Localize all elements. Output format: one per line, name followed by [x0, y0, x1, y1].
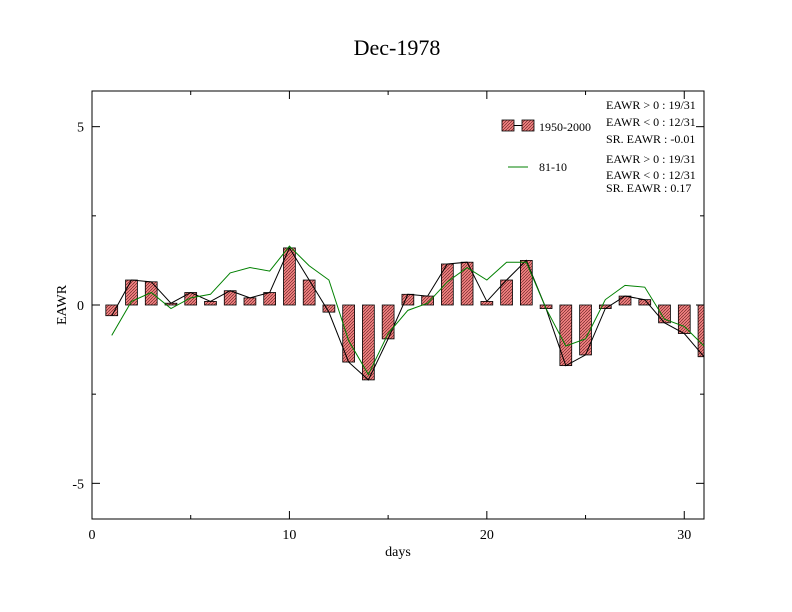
legend-label-81-10: 81-10 [539, 160, 567, 174]
x-tick-label-20: 20 [480, 528, 494, 543]
bar-day-30 [677, 304, 691, 334]
bar-day-19 [460, 261, 474, 306]
stat-negative-count: EAWR < 0 : 12/31 [606, 168, 696, 182]
bar-day-9 [263, 292, 277, 306]
stat-negative-count: EAWR < 0 : 12/31 [606, 115, 696, 129]
bar-day-8 [243, 297, 257, 306]
bar-day-13 [342, 304, 355, 363]
x-tick-label-0: 0 [89, 528, 96, 543]
bar-day-31 [697, 304, 705, 358]
series-line-81-10 [111, 245, 705, 376]
bar-series-connector-line [111, 246, 705, 381]
chart-title: Dec-1978 [354, 35, 441, 60]
bar-day-3 [144, 281, 158, 306]
stat-positive-count: EAWR > 0 : 19/31 [606, 98, 696, 112]
x-tick-label-30: 30 [677, 528, 691, 543]
legend-label-1950-2000: 1950-2000 [539, 120, 591, 134]
legend-bar-swatch-right [521, 119, 535, 132]
bar-series-1950-2000 [105, 246, 705, 381]
stats-block-81-10: EAWR > 0 : 19/31 EAWR < 0 : 12/31 SR. EA… [606, 152, 696, 195]
x-tick-label-10: 10 [282, 528, 296, 543]
y-tick-label--5: -5 [72, 477, 84, 492]
axes: 0 10 20 30 5 0 -5 [72, 91, 704, 543]
legend: 1950-2000 81-10 [501, 119, 591, 174]
bar-day-11 [302, 279, 316, 306]
stats-block-1950-2000: EAWR > 0 : 19/31 EAWR < 0 : 12/31 SR. EA… [606, 98, 696, 146]
bar-day-1 [105, 304, 119, 317]
bar-day-24 [559, 304, 573, 367]
line-series-81-10 [111, 245, 705, 376]
bar-day-29 [658, 304, 671, 324]
bar-day-22 [520, 260, 533, 306]
y-tick-label-5: 5 [77, 121, 84, 136]
bar-day-27 [618, 295, 632, 306]
stat-sr-eawr: SR. EAWR : 0.17 [606, 181, 691, 195]
legend-bar-swatch-left [501, 119, 515, 132]
y-axis-label: EAWR [55, 284, 70, 325]
stat-positive-count: EAWR > 0 : 19/31 [606, 152, 696, 166]
y-tick-label-0: 0 [77, 299, 84, 314]
stat-sr-eawr: SR. EAWR : -0.01 [606, 132, 695, 146]
bar-day-21 [500, 279, 513, 306]
bar-day-14 [362, 304, 375, 381]
x-axis-label: days [385, 545, 411, 560]
